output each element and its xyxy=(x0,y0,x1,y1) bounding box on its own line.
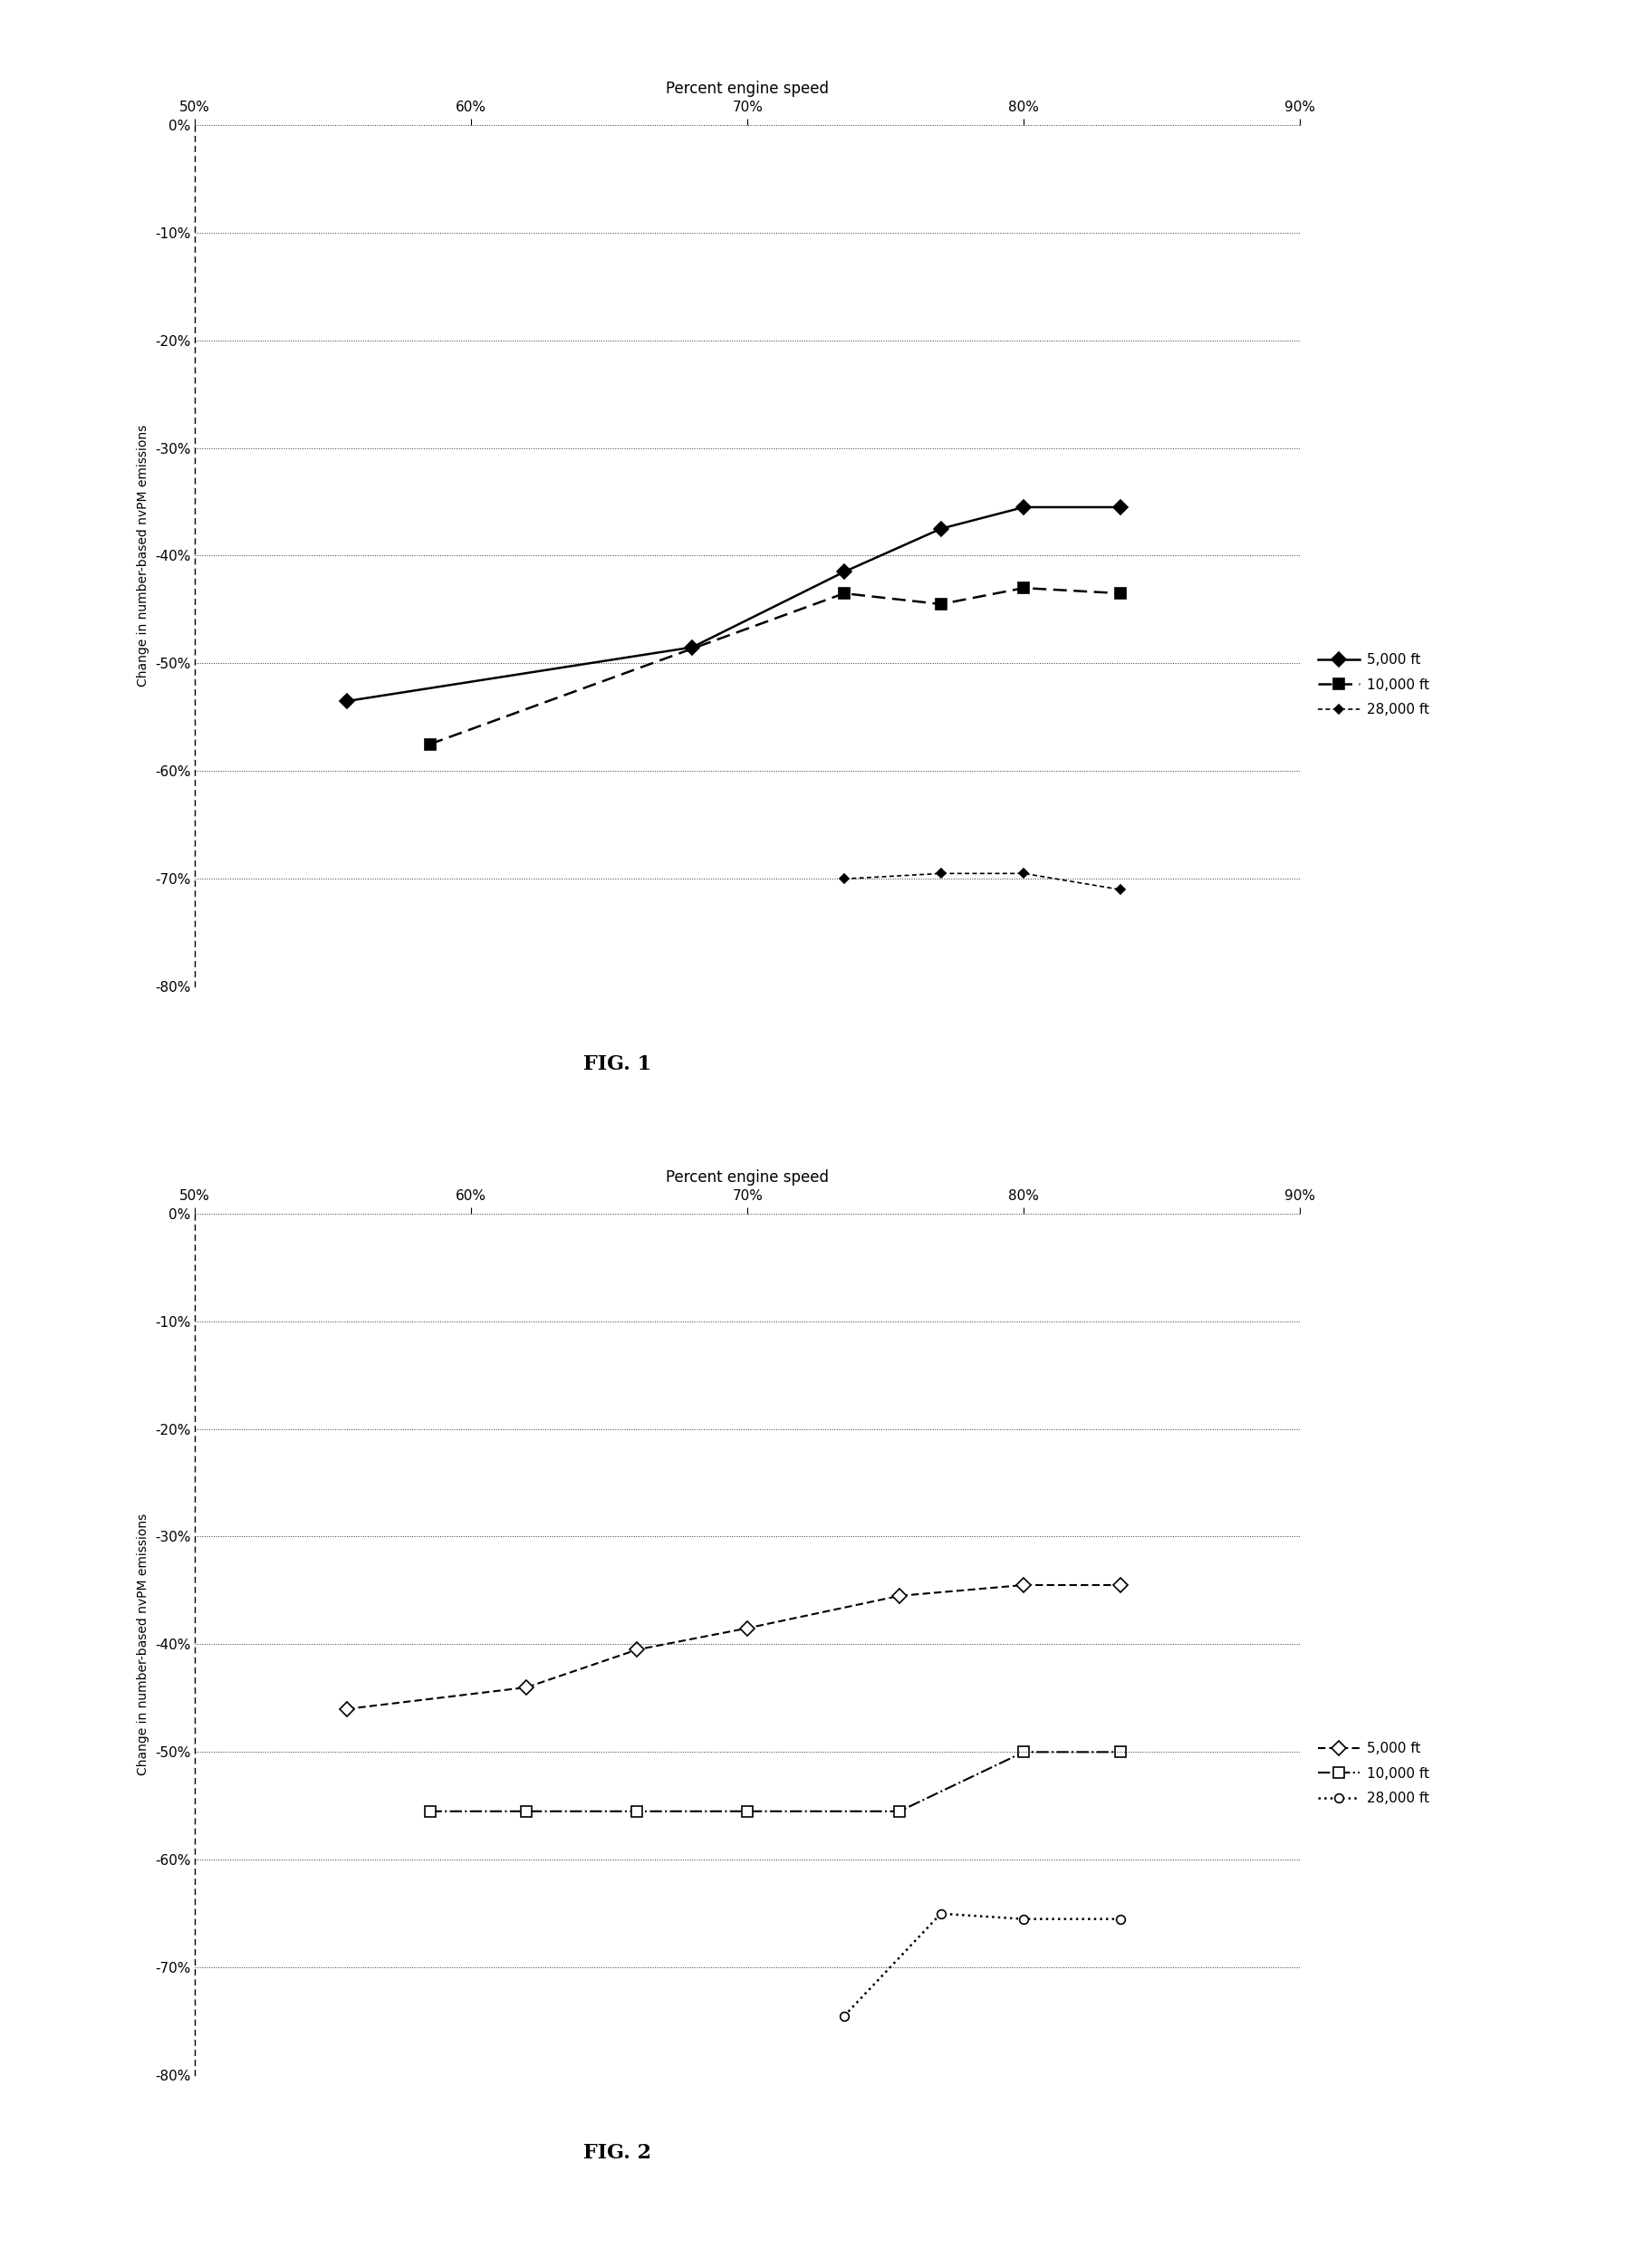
Y-axis label: Change in number-based nvPM emissions: Change in number-based nvPM emissions xyxy=(136,1513,149,1776)
Text: FIG. 2: FIG. 2 xyxy=(583,2143,652,2164)
Legend: 5,000 ft, 10,000 ft, 28,000 ft: 5,000 ft, 10,000 ft, 28,000 ft xyxy=(1318,1742,1428,1805)
Text: FIG. 1: FIG. 1 xyxy=(583,1055,652,1075)
Legend: 5,000 ft, 10,000 ft, 28,000 ft: 5,000 ft, 10,000 ft, 28,000 ft xyxy=(1318,653,1428,717)
X-axis label: Percent engine speed: Percent engine speed xyxy=(666,1168,829,1186)
Y-axis label: Change in number-based nvPM emissions: Change in number-based nvPM emissions xyxy=(136,424,149,687)
X-axis label: Percent engine speed: Percent engine speed xyxy=(666,79,829,98)
